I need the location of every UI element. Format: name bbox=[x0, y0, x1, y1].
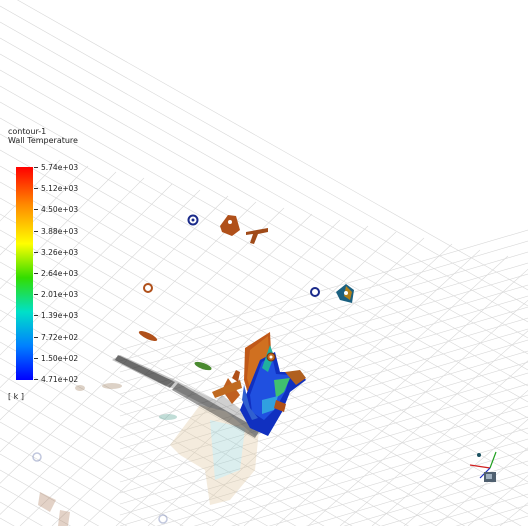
ring-part-3 bbox=[310, 287, 320, 297]
legend-quantity: Wall Temperature bbox=[8, 136, 78, 145]
legend-tick bbox=[34, 357, 38, 359]
legend-tick bbox=[34, 167, 38, 168]
ring-part-2 bbox=[143, 283, 153, 293]
legend-level-label: 2.64e+03 bbox=[41, 269, 79, 278]
legend-level-label: 5.74e+03 bbox=[41, 163, 79, 172]
legend-tick bbox=[34, 188, 38, 190]
legend-level-label: 5.12e+03 bbox=[41, 184, 79, 194]
legend-level-label: 1.39e+03 bbox=[41, 311, 79, 321]
tee-part-1 bbox=[246, 228, 268, 244]
legend-tick bbox=[34, 294, 38, 296]
slot-part-1 bbox=[138, 330, 158, 342]
main-contour-part[interactable] bbox=[212, 332, 306, 436]
legend-tick bbox=[34, 273, 38, 274]
legend-tick bbox=[34, 251, 38, 253]
legend-tick bbox=[34, 336, 38, 338]
legend-level-label: 4.71e+02 bbox=[41, 375, 79, 384]
legend-level-label: 7.72e+02 bbox=[41, 332, 79, 342]
legend-unit: [ k ] bbox=[8, 392, 24, 401]
legend-tick bbox=[34, 379, 38, 380]
colormap-bar bbox=[16, 167, 33, 380]
legend-tick bbox=[34, 315, 38, 317]
legend-tick bbox=[34, 230, 38, 232]
bracket-part-2 bbox=[336, 284, 354, 303]
slot-part-2 bbox=[194, 361, 212, 371]
legend-name: contour-1 bbox=[8, 127, 47, 136]
ring-part-1 bbox=[187, 214, 199, 226]
legend-level-label: 1.50e+02 bbox=[41, 353, 79, 363]
legend-tick bbox=[34, 209, 38, 211]
legend-level-label: 3.26e+03 bbox=[41, 247, 79, 257]
axis-triad bbox=[469, 451, 497, 482]
legend-level-label: 4.50e+03 bbox=[41, 205, 79, 215]
bracket-part-1 bbox=[220, 215, 240, 236]
legend-level-label: 2.01e+03 bbox=[41, 290, 79, 300]
shadow-strip bbox=[115, 355, 260, 438]
legend-level-label: 3.88e+03 bbox=[41, 226, 79, 236]
